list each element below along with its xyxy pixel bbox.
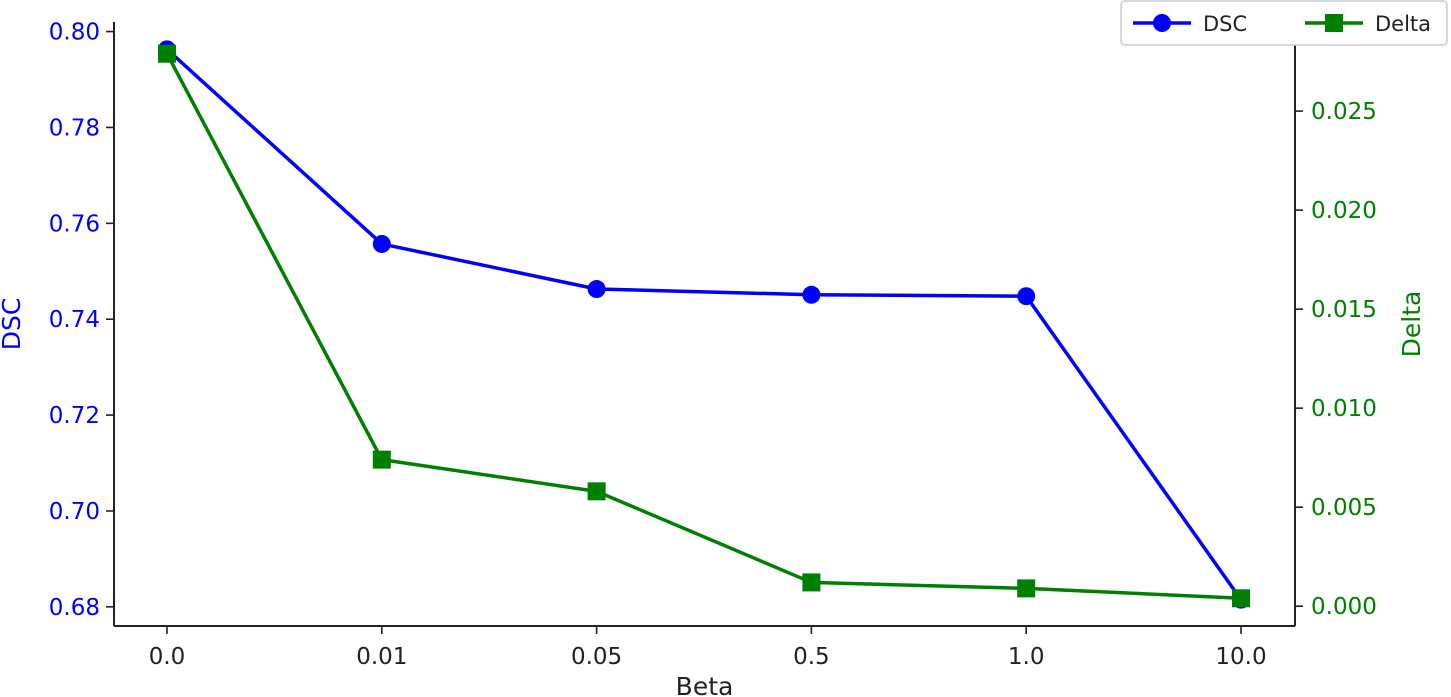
legend-item-delta: Delta bbox=[1305, 12, 1431, 36]
data-point-delta bbox=[587, 482, 606, 501]
x-tick-label: 0.5 bbox=[793, 644, 830, 670]
series-line-dsc bbox=[165, 48, 1243, 601]
y-left-tick-label: 0.78 bbox=[49, 115, 100, 141]
data-point-delta bbox=[372, 450, 391, 469]
x-tick-label: 10.0 bbox=[1215, 644, 1266, 670]
y-right-tick-label: 0.000 bbox=[1311, 594, 1377, 620]
data-point-delta bbox=[158, 44, 176, 63]
y-right-tick-label: 0.025 bbox=[1311, 99, 1377, 125]
y-right-tick-label: 0.010 bbox=[1311, 396, 1377, 422]
y-right-tick-label: 0.005 bbox=[1311, 495, 1377, 521]
y-left-tick-label: 0.74 bbox=[49, 307, 100, 333]
x-tick-label: 0.01 bbox=[356, 644, 407, 670]
legend-label-delta: Delta bbox=[1375, 12, 1431, 36]
x-tick-label: 0.05 bbox=[571, 644, 622, 670]
x-tick-label: 1.0 bbox=[1008, 644, 1045, 670]
y-right-axis-title: Delta bbox=[1397, 291, 1426, 358]
y-right-tick-label: 0.015 bbox=[1311, 297, 1377, 323]
series-line-delta bbox=[165, 52, 1242, 601]
data-point-dsc bbox=[1017, 287, 1036, 306]
series-dsc bbox=[158, 40, 1250, 609]
x-axis-title: Beta bbox=[676, 672, 734, 697]
series-delta bbox=[158, 44, 1250, 608]
data-point-delta bbox=[1232, 589, 1250, 608]
data-point-delta bbox=[1017, 579, 1036, 598]
data-point-delta bbox=[802, 573, 821, 592]
axes: 0.0 0.01 0.05 0.5 1.0 10.0 0.68 0.70 0.72 0.74 0.7… bbox=[0, 20, 1426, 697]
legend: DSC Delta bbox=[1120, 0, 1448, 46]
data-point-dsc bbox=[802, 285, 821, 304]
series-layer bbox=[158, 40, 1250, 609]
y-left-tick-label: 0.72 bbox=[49, 403, 100, 429]
data-point-dsc bbox=[372, 234, 391, 253]
legend-item-dsc: DSC bbox=[1133, 12, 1247, 36]
legend-label-dsc: DSC bbox=[1203, 12, 1247, 36]
y-left-tick-label: 0.68 bbox=[49, 595, 100, 621]
x-tick-label: 0.0 bbox=[149, 644, 186, 670]
data-point-dsc bbox=[587, 280, 606, 299]
y-left-tick-label: 0.70 bbox=[49, 499, 100, 525]
legend-marker-delta bbox=[1325, 14, 1343, 32]
y-left-tick-label: 0.76 bbox=[49, 211, 100, 237]
y-right-tick-label: 0.020 bbox=[1311, 198, 1377, 224]
legend-box bbox=[1120, 0, 1448, 46]
legend-marker-dsc bbox=[1153, 14, 1171, 32]
y-left-tick-label: 0.80 bbox=[49, 20, 100, 46]
y-left-axis-title: DSC bbox=[0, 298, 26, 351]
